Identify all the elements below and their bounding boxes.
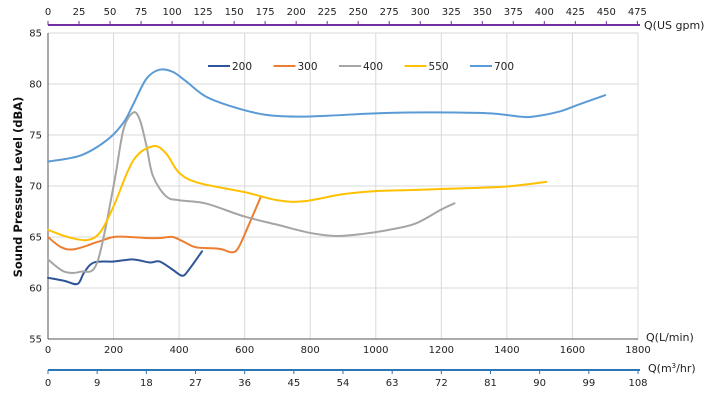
legend: 200 300 400 550 700 — [208, 61, 514, 73]
x-tick-label-m3hr: 54 — [337, 378, 350, 389]
y-axis-label: Sound Pressure Level (dBA) — [11, 97, 25, 278]
m3hr-label-end: /hr) — [676, 362, 696, 375]
x-tick-label-m3hr: 45 — [287, 378, 300, 389]
y-tick-label: 60 — [29, 284, 42, 295]
x-tick-label-gpm: 75 — [135, 7, 148, 18]
m3hr-label-sup: 3 — [672, 362, 676, 370]
legend-label-300: 300 — [298, 61, 318, 73]
x-tick-label-m3hr: 63 — [386, 378, 399, 389]
y-tick-label: 55 — [29, 335, 42, 346]
series-line-400 — [47, 111, 456, 275]
x-tick-label-gpm: 275 — [380, 7, 399, 18]
series-line-300 — [47, 195, 263, 254]
x-tick-label-lmin: 1200 — [429, 345, 454, 356]
legend-label-200: 200 — [232, 61, 252, 73]
x-tick-label-lmin: 1800 — [625, 345, 650, 356]
x-tick-label-gpm: 25 — [73, 7, 86, 18]
y-tick-label: 70 — [29, 182, 42, 193]
x-tick-label-gpm: 250 — [349, 7, 368, 18]
x-axis-label-gpm: Q(US gpm) — [644, 19, 704, 32]
x-tick-label-m3hr: 99 — [582, 378, 595, 389]
x-tick-label-gpm: 450 — [597, 7, 616, 18]
x-tick-label-gpm: 150 — [225, 7, 244, 18]
y-tick-label: 85 — [29, 29, 42, 40]
series-lines — [47, 68, 607, 286]
x-tick-label-lmin: 800 — [301, 345, 320, 356]
m3hr-label-main: Q(m — [648, 362, 672, 375]
x-tick-label-m3hr: 36 — [238, 378, 251, 389]
x-tick-label-gpm: 300 — [411, 7, 430, 18]
x-axis-label-lmin: Q(L/min) — [646, 331, 694, 344]
x-axis-label-m3hr: Q(m3/hr) — [648, 362, 696, 375]
x-tick-label-gpm: 100 — [163, 7, 182, 18]
legend-label-550: 550 — [429, 61, 449, 73]
x-tick-label-m3hr: 90 — [533, 378, 546, 389]
x-tick-label-lmin: 0 — [45, 345, 51, 356]
x-tick-label-m3hr: 27 — [189, 378, 202, 389]
x-tick-label-gpm: 350 — [473, 7, 492, 18]
x-tick-label-gpm: 0 — [45, 7, 51, 18]
x-tick-label-gpm: 375 — [504, 7, 523, 18]
x-tick-label-m3hr: 72 — [435, 378, 448, 389]
x-tick-label-m3hr: 18 — [140, 378, 153, 389]
x-tick-label-gpm: 400 — [535, 7, 554, 18]
x-tick-label-gpm: 175 — [256, 7, 275, 18]
x-tick-label-gpm: 475 — [628, 7, 647, 18]
x-tick-label-lmin: 400 — [170, 345, 189, 356]
x-tick-label-gpm: 425 — [566, 7, 585, 18]
grid-lines — [47, 32, 639, 340]
x-tick-label-m3hr: 9 — [94, 378, 100, 389]
x-tick-label-m3hr: 108 — [628, 378, 647, 389]
y-tick-label: 65 — [29, 233, 42, 244]
x-tick-label-gpm: 325 — [442, 7, 461, 18]
legend-label-400: 400 — [363, 61, 383, 73]
x-tick-label-gpm: 200 — [287, 7, 306, 18]
x-tick-label-lmin: 200 — [104, 345, 123, 356]
x-tick-label-lmin: 600 — [235, 345, 254, 356]
series-line-550 — [47, 145, 548, 242]
x-tick-label-gpm: 125 — [194, 7, 213, 18]
x-tick-label-lmin: 1000 — [363, 345, 388, 356]
x-tick-label-gpm: 50 — [104, 7, 117, 18]
x-tick-label-m3hr: 0 — [45, 378, 51, 389]
x-tick-label-lmin: 1400 — [494, 345, 519, 356]
series-line-700 — [47, 68, 607, 163]
y-tick-label: 75 — [29, 131, 42, 142]
series-line-200 — [47, 250, 204, 286]
x-tick-label-m3hr: 81 — [484, 378, 497, 389]
y-tick-label: 80 — [29, 80, 42, 91]
x-tick-label-lmin: 1600 — [560, 345, 585, 356]
x-tick-label-gpm: 225 — [318, 7, 337, 18]
legend-label-700: 700 — [494, 61, 514, 73]
